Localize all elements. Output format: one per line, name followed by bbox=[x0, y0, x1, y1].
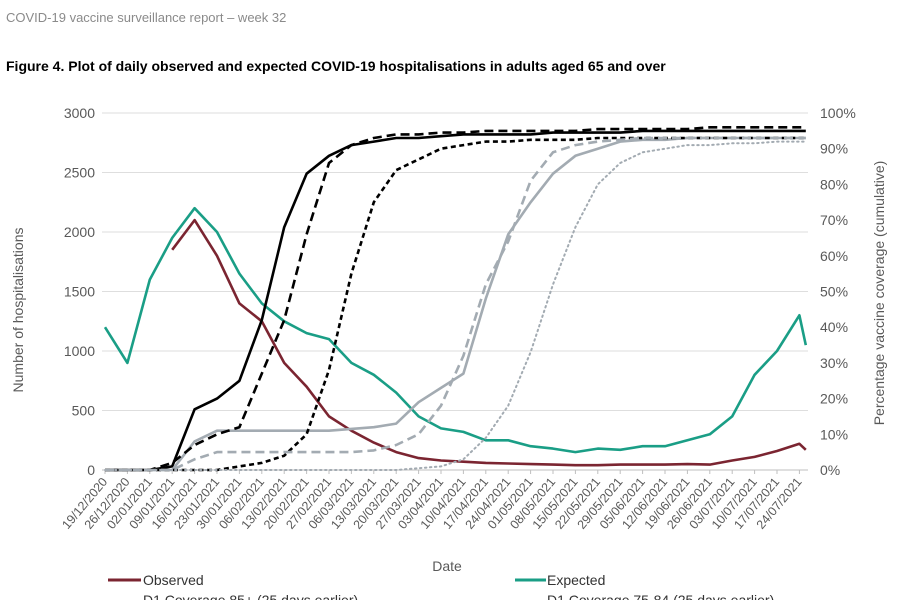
y-tick-label: 1000 bbox=[64, 343, 95, 359]
series-line-7 bbox=[104, 140, 807, 471]
report-header: COVID-19 vaccine surveillance report – w… bbox=[6, 10, 287, 25]
y-tick-label: 0 bbox=[87, 462, 95, 478]
y-tick-label: 2500 bbox=[64, 165, 95, 181]
series-line-4 bbox=[105, 126, 806, 472]
y2-tick-label: 50% bbox=[820, 284, 848, 300]
y-tick-label: 500 bbox=[72, 403, 96, 419]
y2-tick-label: 20% bbox=[820, 391, 848, 407]
y2-tick-label: 70% bbox=[820, 212, 848, 228]
series-line-3 bbox=[105, 136, 806, 472]
y2-tick-label: 100% bbox=[820, 105, 856, 121]
y2-tick-label: 30% bbox=[820, 355, 848, 371]
legend-label-observed: Observed bbox=[143, 572, 204, 588]
y2-tick-label: 40% bbox=[820, 319, 848, 335]
y2-axis-title: Percentage vaccine coverage (cumulative) bbox=[871, 161, 887, 426]
y-tick-label: 3000 bbox=[64, 105, 95, 121]
legend-label-expected: Expected bbox=[547, 572, 605, 588]
y2-tick-label: 90% bbox=[820, 141, 848, 157]
y-axis-title: Number of hospitalisations bbox=[10, 228, 26, 393]
x-axis-title: Date bbox=[432, 558, 462, 574]
series-line-1 bbox=[103, 206, 808, 454]
series-line-6 bbox=[105, 136, 806, 472]
y-tick-label: 2000 bbox=[64, 224, 95, 240]
y2-tick-label: 0% bbox=[820, 462, 840, 478]
legend-label-d1-75-84: D1 Coverage 75-84 (25 days earlier) bbox=[547, 592, 774, 600]
y-tick-label: 1500 bbox=[64, 284, 95, 300]
series-line-0 bbox=[171, 218, 807, 467]
y2-tick-label: 80% bbox=[820, 176, 848, 192]
series-line-2 bbox=[105, 129, 806, 472]
series-line-5 bbox=[105, 136, 806, 472]
y2-tick-label: 60% bbox=[820, 248, 848, 264]
legend-label-d1-85: D1 Coverage 85+ (25 days earlier) bbox=[143, 592, 358, 600]
figure-title: Figure 4. Plot of daily observed and exp… bbox=[6, 58, 666, 74]
legend: Observed Expected D1 Coverage 85+ (25 da… bbox=[108, 572, 774, 600]
y2-tick-label: 10% bbox=[820, 426, 848, 442]
